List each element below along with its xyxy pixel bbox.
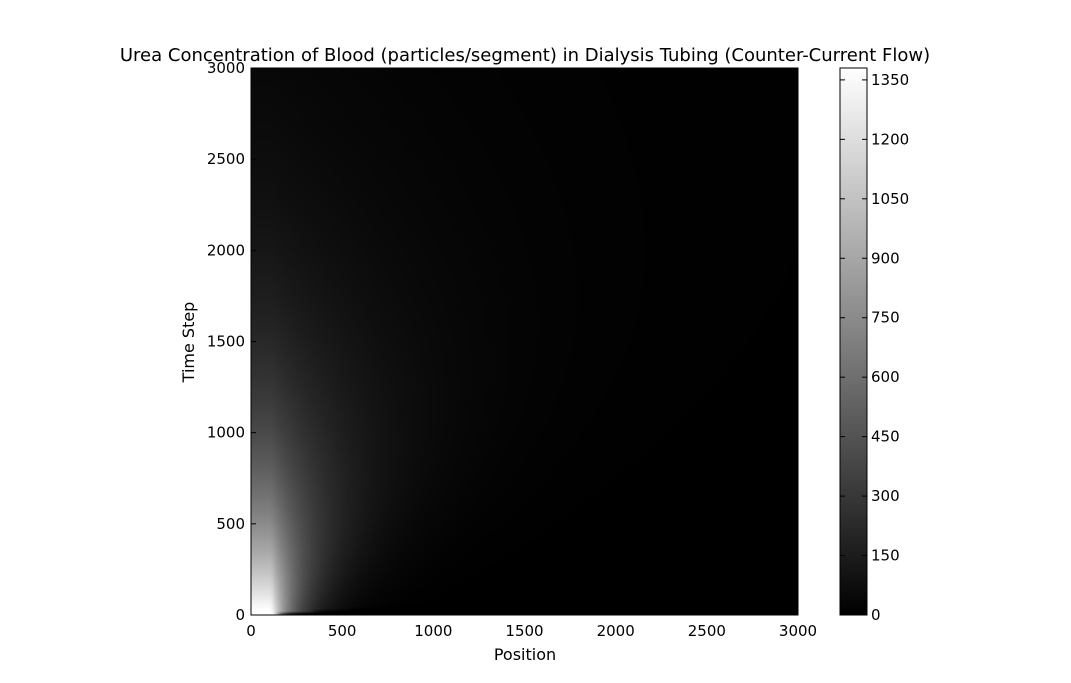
x-tick-label: 1000 bbox=[414, 622, 452, 640]
colorbar-tick-label: 750 bbox=[871, 309, 900, 327]
x-tick-label: 2000 bbox=[597, 622, 635, 640]
x-axis-label: Position bbox=[494, 645, 556, 664]
colorbar-tick-label: 900 bbox=[871, 249, 900, 267]
y-axis-label: Time Step bbox=[179, 302, 198, 384]
colorbar-tick-label: 1050 bbox=[871, 190, 909, 208]
x-tick-label: 1500 bbox=[505, 622, 543, 640]
colorbar-tick-label: 1350 bbox=[871, 71, 909, 89]
y-tick-label: 2500 bbox=[207, 150, 245, 168]
colorbar-tick-label: 450 bbox=[871, 428, 900, 446]
colorbar-ticks: 0 150 300 450 600 750 900 1050 1200 1350 bbox=[840, 71, 909, 624]
colorbar-tick-label: 0 bbox=[871, 606, 881, 624]
colorbar-tick-label: 300 bbox=[871, 487, 900, 505]
heatmap-area bbox=[251, 68, 798, 615]
y-tick-label: 3000 bbox=[207, 59, 245, 77]
x-axis: 0 500 1000 1500 2000 2500 3000 bbox=[246, 68, 817, 640]
x-tick-label: 2500 bbox=[688, 622, 726, 640]
colorbar-tick-label: 600 bbox=[871, 368, 900, 386]
colorbar bbox=[839, 67, 868, 616]
x-tick-label: 500 bbox=[328, 622, 357, 640]
y-tick-label: 1500 bbox=[207, 333, 245, 351]
y-tick-label: 2000 bbox=[207, 241, 245, 259]
x-tick-label: 3000 bbox=[779, 622, 817, 640]
heatmap-image bbox=[251, 68, 798, 615]
y-tick-label: 500 bbox=[216, 515, 245, 533]
y-tick-label: 0 bbox=[235, 606, 245, 624]
chart-title: Urea Concentration of Blood (particles/s… bbox=[120, 45, 930, 66]
y-axis: 0 500 1000 1500 2000 2500 3000 bbox=[207, 59, 798, 624]
colorbar-tick-label: 150 bbox=[871, 547, 900, 565]
x-tick-label: 0 bbox=[246, 622, 256, 640]
colorbar-tick-label: 1200 bbox=[871, 130, 909, 148]
y-tick-label: 1000 bbox=[207, 424, 245, 442]
